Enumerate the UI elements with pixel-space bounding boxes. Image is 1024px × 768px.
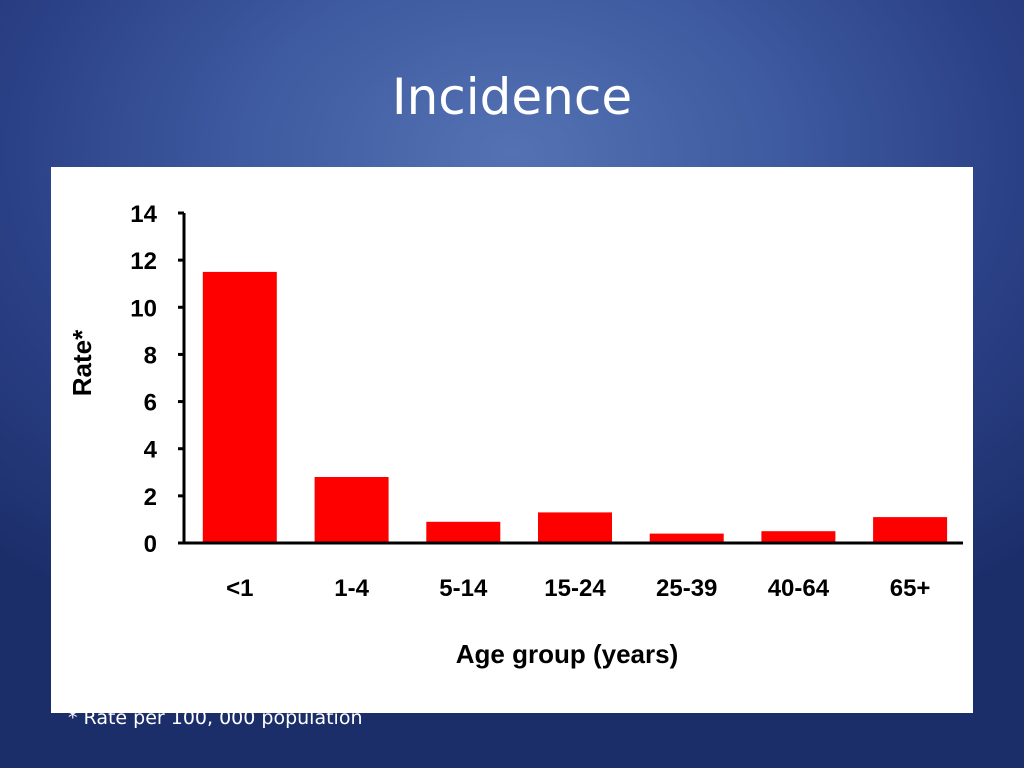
x-tick-label: 15-24 — [544, 575, 606, 602]
bar-5-14 — [426, 521, 501, 543]
y-tick-label: 12 — [130, 248, 157, 275]
x-tick-label: 65+ — [890, 575, 931, 602]
bar-65+ — [873, 517, 948, 543]
chart-panel: 0 2 4 6 8 10 12 14 <1 1-4 5-14 15-24 25-39 40-64 65+ … — [51, 167, 973, 713]
bar-1-4 — [314, 477, 389, 543]
footnote: * Rate per 100, 000 population — [68, 707, 363, 729]
y-tick-label: 6 — [144, 390, 157, 417]
x-tick-label: 40-64 — [768, 575, 830, 602]
x-axis-label: Age group (years) — [456, 639, 679, 669]
y-tick-label: 8 — [144, 342, 157, 369]
slide-title: Incidence — [391, 68, 633, 126]
x-tick-label: 25-39 — [656, 575, 717, 602]
y-tick-label: 4 — [144, 437, 158, 464]
y-tick-label: 14 — [130, 201, 157, 228]
y-axis-label: Rate* — [67, 329, 97, 396]
y-tick-label: 2 — [144, 484, 157, 511]
bar-25-39 — [649, 533, 724, 543]
y-tick-label: 0 — [144, 531, 157, 558]
x-tick-label: <1 — [226, 575, 253, 602]
x-tick-label: 1-4 — [334, 575, 369, 602]
y-axis-ticks: 0 2 4 6 8 10 12 14 — [130, 201, 184, 558]
bar-40-64 — [761, 531, 836, 543]
x-tick-label: 5-14 — [439, 575, 488, 602]
x-axis-tick-labels: <1 1-4 5-14 15-24 25-39 40-64 65+ — [226, 575, 930, 602]
bar-series — [202, 271, 948, 543]
y-tick-label: 10 — [130, 295, 157, 322]
bar-<1 — [202, 271, 277, 543]
bar-15-24 — [538, 512, 612, 543]
